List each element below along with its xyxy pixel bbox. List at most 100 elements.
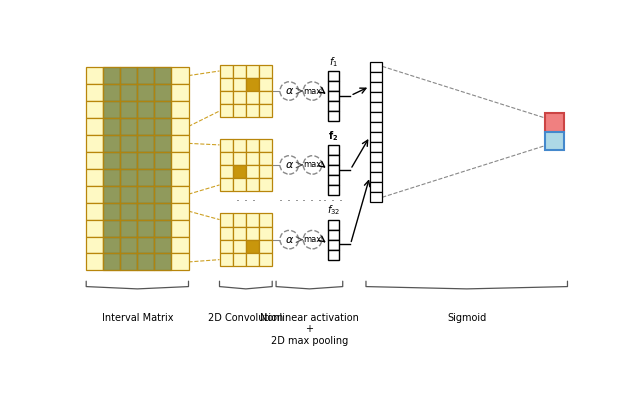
Bar bbox=[103, 253, 120, 271]
Text: $\alpha$: $\alpha$ bbox=[285, 160, 294, 170]
Bar bbox=[233, 91, 246, 104]
Bar bbox=[154, 101, 172, 118]
Bar bbox=[172, 237, 189, 253]
Bar bbox=[154, 84, 172, 101]
Bar bbox=[154, 203, 172, 219]
Bar bbox=[138, 253, 154, 271]
Bar bbox=[86, 169, 103, 186]
Bar bbox=[220, 213, 233, 227]
Bar bbox=[246, 178, 259, 191]
Bar bbox=[103, 237, 120, 253]
Bar bbox=[246, 65, 259, 78]
Bar bbox=[233, 178, 246, 191]
Bar bbox=[154, 186, 172, 203]
Bar bbox=[120, 186, 138, 203]
Bar bbox=[259, 104, 272, 117]
Bar bbox=[86, 101, 103, 118]
Bar bbox=[138, 237, 154, 253]
Text: $\alpha$: $\alpha$ bbox=[285, 86, 294, 96]
Text: max: max bbox=[303, 235, 322, 244]
Bar bbox=[120, 237, 138, 253]
Bar bbox=[259, 152, 272, 165]
Bar bbox=[120, 84, 138, 101]
Bar bbox=[259, 227, 272, 240]
Bar bbox=[172, 169, 189, 186]
Bar bbox=[328, 91, 339, 101]
Bar bbox=[172, 118, 189, 135]
Bar bbox=[220, 78, 233, 91]
Bar bbox=[246, 227, 259, 240]
Bar bbox=[120, 135, 138, 152]
Bar bbox=[138, 101, 154, 118]
Bar bbox=[220, 253, 233, 266]
Bar bbox=[138, 203, 154, 219]
Bar bbox=[154, 135, 172, 152]
Bar bbox=[154, 186, 172, 203]
Bar bbox=[103, 84, 120, 101]
Bar bbox=[154, 219, 172, 237]
Bar bbox=[103, 203, 120, 219]
Bar bbox=[120, 253, 138, 271]
Bar bbox=[154, 84, 172, 101]
Bar bbox=[246, 152, 259, 165]
Bar bbox=[86, 219, 103, 237]
Bar bbox=[120, 203, 138, 219]
Bar bbox=[328, 81, 339, 91]
Bar bbox=[370, 72, 382, 82]
Bar bbox=[86, 237, 103, 253]
Bar bbox=[103, 169, 120, 186]
Bar bbox=[233, 227, 246, 240]
Text: $\alpha$: $\alpha$ bbox=[285, 235, 294, 245]
Bar bbox=[120, 135, 138, 152]
Bar bbox=[138, 186, 154, 203]
Bar bbox=[138, 135, 154, 152]
Circle shape bbox=[303, 156, 322, 174]
Bar bbox=[120, 101, 138, 118]
Bar bbox=[120, 219, 138, 237]
Bar bbox=[370, 182, 382, 192]
Bar bbox=[172, 203, 189, 219]
Bar bbox=[138, 253, 154, 271]
Bar bbox=[103, 152, 120, 169]
Bar bbox=[545, 113, 564, 132]
Bar bbox=[172, 135, 189, 152]
Bar bbox=[103, 186, 120, 203]
Bar bbox=[120, 118, 138, 135]
Bar bbox=[233, 65, 246, 78]
Bar bbox=[220, 104, 233, 117]
Text: max: max bbox=[303, 160, 322, 170]
Bar bbox=[103, 186, 120, 203]
Bar bbox=[154, 253, 172, 271]
Bar bbox=[154, 118, 172, 135]
Bar bbox=[328, 101, 339, 111]
Bar bbox=[259, 65, 272, 78]
Bar bbox=[103, 237, 120, 253]
Bar bbox=[259, 165, 272, 178]
Bar bbox=[370, 172, 382, 182]
Bar bbox=[370, 122, 382, 132]
Text: $f_{32}$: $f_{32}$ bbox=[327, 203, 340, 217]
Bar bbox=[328, 219, 339, 229]
Bar bbox=[220, 91, 233, 104]
Bar bbox=[220, 227, 233, 240]
Bar bbox=[233, 104, 246, 117]
Bar bbox=[120, 67, 138, 84]
Bar bbox=[233, 253, 246, 266]
Bar bbox=[103, 135, 120, 152]
Text: max: max bbox=[303, 87, 322, 95]
Text: Nonlinear activation
+
2D max pooling: Nonlinear activation + 2D max pooling bbox=[260, 313, 359, 346]
Text: 2D Convolution: 2D Convolution bbox=[208, 313, 284, 323]
Bar bbox=[233, 78, 246, 91]
Bar bbox=[103, 101, 120, 118]
Bar bbox=[246, 240, 259, 253]
Bar bbox=[120, 169, 138, 186]
Bar bbox=[328, 185, 339, 195]
Bar bbox=[138, 67, 154, 84]
Bar bbox=[370, 142, 382, 152]
Bar bbox=[120, 152, 138, 169]
Bar bbox=[120, 67, 138, 84]
Bar bbox=[172, 219, 189, 237]
Bar bbox=[138, 152, 154, 169]
Bar bbox=[172, 186, 189, 203]
Bar bbox=[120, 253, 138, 271]
